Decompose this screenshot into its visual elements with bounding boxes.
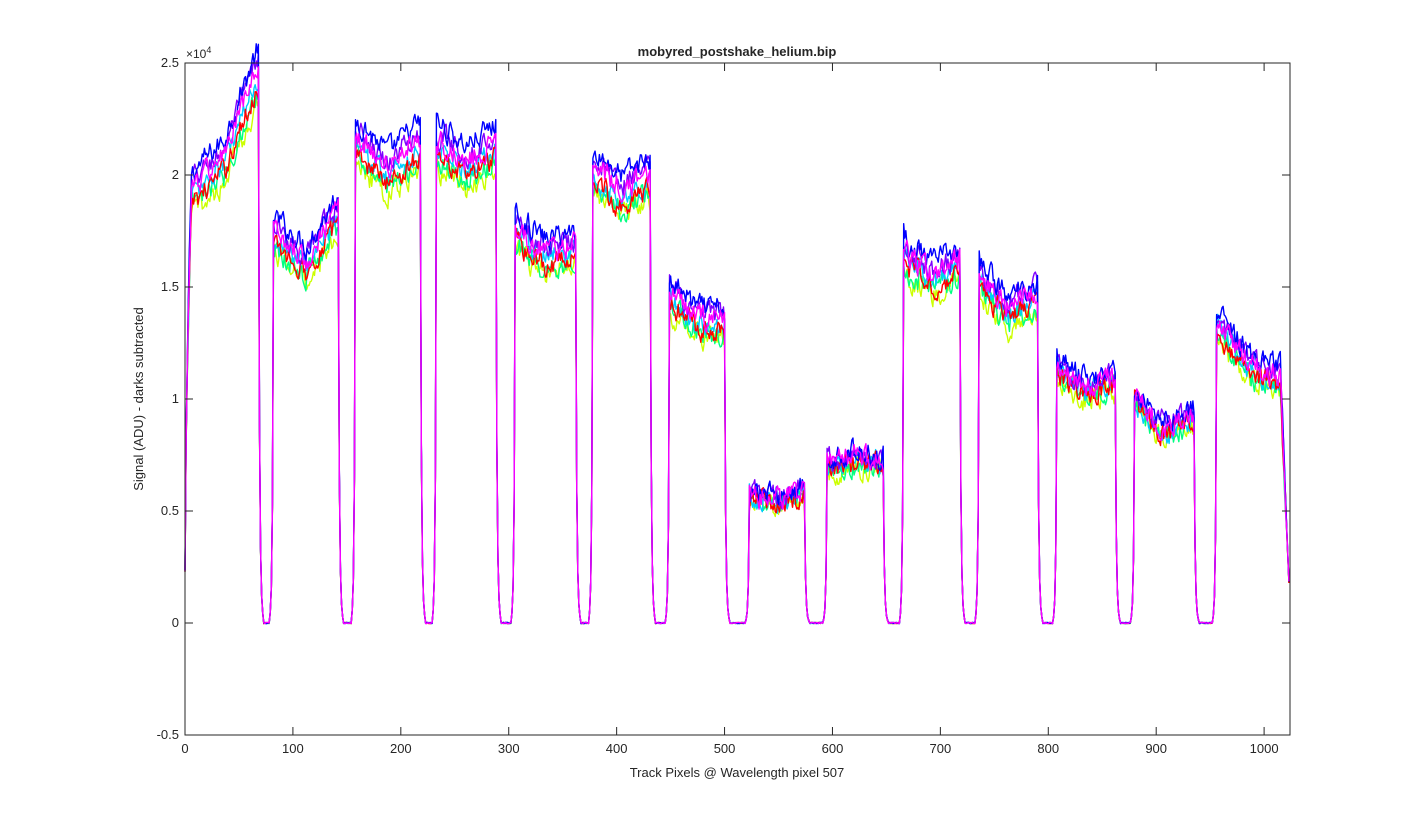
x-axis-label: Track Pixels @ Wavelength pixel 507 — [630, 765, 845, 780]
x-tick-label: 200 — [390, 741, 412, 756]
y-axis-label: Signal (ADU) - darks subtracted — [131, 307, 146, 491]
y-axis-exponent: ×104 — [186, 45, 211, 61]
x-tick-label: 700 — [930, 741, 952, 756]
x-tick-label: 0 — [181, 741, 188, 756]
y-tick-label: 1.5 — [161, 279, 179, 294]
chart-title: mobyred_postshake_helium.bip — [638, 44, 837, 59]
x-tick-label: 300 — [498, 741, 520, 756]
series-line-7 — [184, 66, 1290, 625]
x-tick-label: 400 — [606, 741, 628, 756]
y-tick-label: 2 — [172, 167, 179, 182]
y-tick-label: 0 — [172, 615, 179, 630]
x-tick-label: 500 — [714, 741, 736, 756]
x-tick-label: 1000 — [1250, 741, 1279, 756]
series-lines — [184, 43, 1290, 625]
x-tick-label: 900 — [1145, 741, 1167, 756]
y-tick-label: 1 — [172, 391, 179, 406]
y-tick-label: 0.5 — [161, 503, 179, 518]
x-tick-label: 600 — [822, 741, 844, 756]
x-tick-label: 100 — [282, 741, 304, 756]
plot-area — [185, 63, 1290, 735]
x-tick-label: 800 — [1037, 741, 1059, 756]
axis-ticks: 0 100 200 300 400 500 600 700 800 900 1000-0.500.5… — [157, 55, 1290, 756]
y-tick-label: 2.5 — [161, 55, 179, 70]
y-tick-label: -0.5 — [157, 727, 179, 742]
